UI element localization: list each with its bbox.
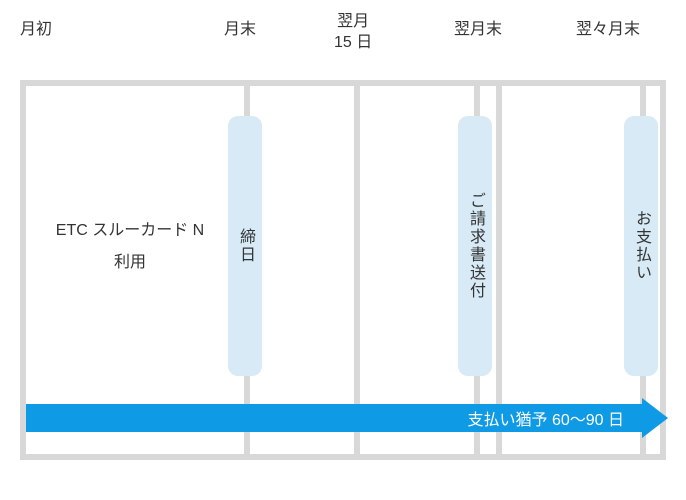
- usage-line2: 利用: [40, 247, 220, 279]
- label-next-month-end: 翌月末: [454, 20, 502, 41]
- label-next-next-month-end: 翌々月末: [576, 20, 640, 41]
- label-month-end: 月末: [224, 20, 256, 41]
- usage-line1: ETC スルーカード N: [40, 215, 220, 247]
- label-next-15: 翌月 15 日: [334, 12, 372, 54]
- grace-period-arrow: 支払い猶予 60〜90 日: [26, 398, 668, 438]
- usage-label: ETC スルーカード N 利用: [40, 215, 220, 279]
- grace-period-text: 支払い猶予 60〜90 日: [468, 406, 643, 430]
- arrow-head-icon: [642, 398, 668, 438]
- pill-closing-date: 締日: [228, 116, 262, 376]
- timeline-diagram: 月初 月末 翌月 15 日 翌月末 翌々月末 ETC スルーカード N 利用 締…: [0, 0, 686, 500]
- pill-invoice-sent: ご請求書送付: [458, 116, 492, 376]
- pill-payment-label: お支払い: [629, 210, 653, 282]
- pill-payment: お支払い: [624, 116, 658, 376]
- pill-invoice-sent-label: ご請求書送付: [463, 192, 487, 300]
- label-month-start: 月初: [20, 20, 52, 41]
- pill-closing-date-label: 締日: [233, 228, 257, 264]
- grid-top: [20, 80, 666, 86]
- grid-bottom: [20, 454, 666, 460]
